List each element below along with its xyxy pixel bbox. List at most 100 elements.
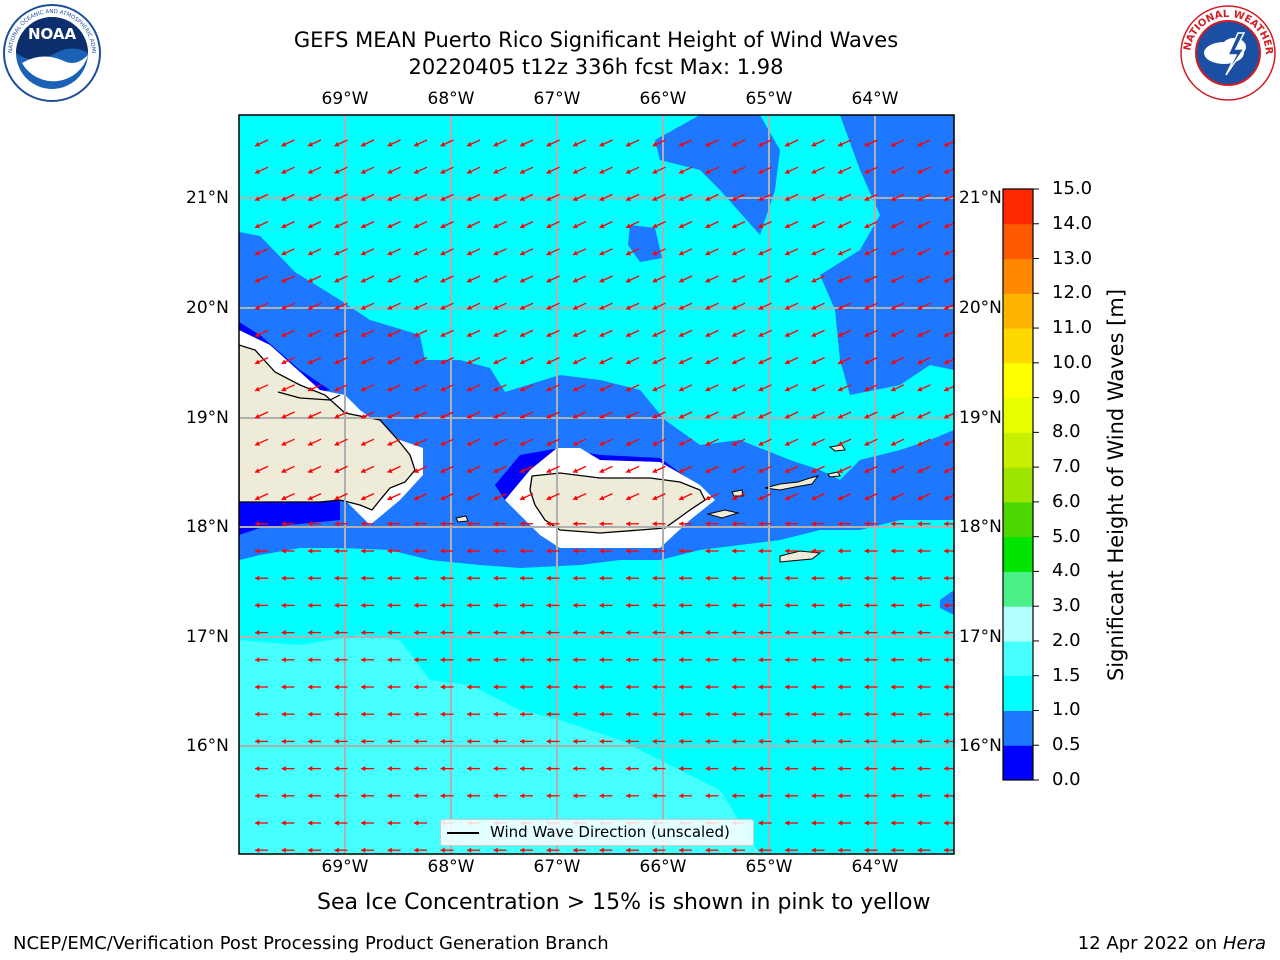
- wind-wave-arrow-head: [785, 332, 790, 337]
- wind-wave-arrow-head: [467, 413, 472, 419]
- wind-wave-arrow-head: [705, 441, 711, 446]
- wind-wave-arrow-head: [732, 169, 737, 174]
- wind-wave-arrow-head: [891, 495, 896, 501]
- wind-wave-arrow-head: [811, 495, 817, 501]
- wind-wave-arrow-head: [467, 305, 472, 310]
- wind-wave-arrow-head: [361, 711, 366, 717]
- wind-wave-arrow-head: [308, 548, 313, 554]
- wind-wave-arrow-head: [546, 711, 551, 717]
- wind-wave-arrow-head: [864, 495, 870, 501]
- colorbar-title: Significant Height of Wind Waves [m]: [1104, 288, 1128, 682]
- wind-wave-arrow-head: [917, 548, 922, 554]
- colorbar-tick-label: 0.5: [1052, 734, 1081, 756]
- wind-wave-arrow-head: [255, 141, 260, 147]
- wind-wave-arrow-head: [917, 386, 923, 392]
- wind-wave-arrow-head: [334, 141, 340, 147]
- wind-wave-arrow-head: [308, 250, 313, 256]
- wind-wave-arrow-head: [652, 332, 658, 337]
- wind-wave-arrow-head: [811, 169, 817, 174]
- wind-wave-arrow-head: [281, 386, 287, 392]
- wind-wave-arrow-head: [467, 359, 472, 365]
- wind-wave-arrow-head: [493, 386, 499, 392]
- wind-wave-arrow-head: [281, 793, 286, 799]
- wind-wave-arrow-head: [811, 441, 817, 446]
- wind-wave-arrow-head: [679, 468, 684, 473]
- wind-wave-arrow-head: [732, 305, 737, 310]
- wind-wave-arrow-head: [440, 413, 446, 419]
- colorbar-tick-label: 5.0: [1052, 525, 1081, 547]
- wind-wave-arrow-head: [891, 359, 896, 365]
- wind-wave-arrow-head: [944, 602, 949, 608]
- colorbar-swatch: [1003, 710, 1033, 746]
- wind-wave-arrow-head: [520, 386, 525, 392]
- wind-wave-arrow-head: [281, 141, 287, 147]
- wind-wave-arrow-head: [599, 766, 604, 772]
- wind-wave-arrow-head: [440, 766, 445, 772]
- wind-wave-arrow-head: [626, 684, 631, 690]
- wind-wave-arrow-head: [440, 359, 446, 365]
- wind-wave-arrow-head: [838, 684, 843, 690]
- lon-label-69w-bottom: 69°W: [321, 857, 369, 877]
- wind-wave-arrow-head: [652, 413, 658, 419]
- wind-wave-arrow-head: [493, 575, 498, 581]
- wind-wave-arrow-head: [944, 250, 949, 256]
- wind-wave-arrow-head: [440, 657, 445, 663]
- wind-wave-arrow-head: [838, 738, 843, 744]
- wind-wave-arrow-head: [520, 847, 525, 853]
- wind-wave-arrow-head: [414, 495, 419, 501]
- lat-label-17n-right: 17°N: [959, 627, 1002, 647]
- wind-wave-arrow-head: [414, 793, 419, 799]
- wind-wave-arrow-head: [308, 359, 313, 365]
- wind-wave-arrow-head: [281, 548, 286, 554]
- wind-wave-arrow-head: [811, 359, 817, 365]
- wind-wave-arrow-head: [785, 521, 790, 527]
- lat-label-19n-right: 19°N: [959, 408, 1002, 428]
- wind-wave-arrow-head: [679, 250, 684, 256]
- wind-wave-arrow-head: [546, 413, 552, 419]
- wind-wave-arrow-head: [573, 386, 578, 392]
- wind-wave-arrow-head: [573, 196, 578, 201]
- wind-wave-arrow-head: [255, 305, 260, 310]
- lon-label-69w: 69°W: [321, 89, 369, 109]
- wind-wave-arrow-head: [705, 359, 711, 365]
- lon-label-68w: 68°W: [427, 89, 475, 109]
- wind-wave-arrow-head: [944, 711, 949, 717]
- wind-wave-arrow-head: [308, 495, 313, 501]
- wind-wave-arrow-head: [440, 196, 446, 201]
- wind-wave-arrow-head: [493, 602, 498, 608]
- wind-wave-arrow-head: [387, 277, 393, 283]
- wind-wave-arrow-head: [785, 766, 790, 772]
- wind-wave-arrow-head: [440, 305, 446, 310]
- wind-wave-arrow-head: [546, 738, 551, 744]
- wind-wave-arrow-head: [944, 223, 949, 229]
- wind-wave-arrow-head: [785, 793, 790, 799]
- wind-wave-arrow-head: [361, 332, 366, 337]
- wind-wave-arrow-head: [705, 847, 710, 853]
- wind-wave-arrow-head: [785, 441, 790, 446]
- wind-wave-arrow-head: [864, 305, 870, 310]
- wind-wave-arrow-head: [361, 386, 366, 392]
- wind-wave-arrow-head: [493, 141, 499, 147]
- wind-wave-arrow-head: [387, 820, 392, 826]
- wind-wave-arrow-head: [864, 141, 870, 147]
- wind-wave-arrow-head: [917, 169, 923, 174]
- wind-wave-arrow-head: [838, 495, 843, 501]
- wind-wave-arrow-head: [758, 413, 764, 419]
- wind-wave-arrow-head: [626, 169, 631, 174]
- wind-wave-arrow-head: [705, 495, 711, 501]
- wind-wave-arrow-head: [732, 413, 737, 419]
- wind-wave-arrow-head: [838, 766, 843, 772]
- wind-wave-arrow-head: [891, 602, 896, 608]
- wind-wave-arrow-head: [864, 441, 870, 446]
- wind-wave-arrow-head: [387, 250, 393, 256]
- wind-wave-arrow-head: [626, 441, 631, 446]
- wind-wave-arrow-head: [493, 766, 498, 772]
- wind-wave-arrow-head: [732, 141, 737, 147]
- wind-wave-arrow-head: [652, 359, 658, 365]
- colorbar-swatch: [1003, 258, 1033, 294]
- wind-wave-arrow-head: [811, 332, 817, 337]
- ocean-0.5-1m-region-east: [940, 590, 954, 615]
- wind-wave-arrow-head: [758, 630, 763, 636]
- wind-wave-arrow-head: [414, 468, 419, 473]
- wind-wave-arrow-head: [891, 386, 896, 392]
